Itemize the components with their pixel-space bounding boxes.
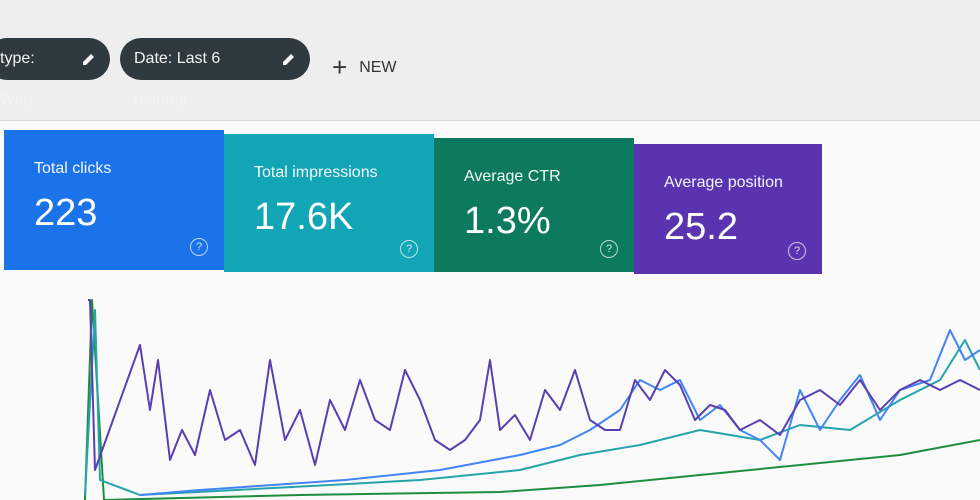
metric-label: Average position: [664, 174, 783, 191]
filter-chip[interactable]: type: Web: [0, 38, 110, 109]
metric-card[interactable]: Total clicks 223 ?: [4, 130, 224, 270]
metric-card[interactable]: Average CTR 1.3% ?: [434, 138, 634, 272]
trend-chart: [84, 299, 980, 500]
trend-line: [84, 309, 980, 496]
metric-value: 223: [34, 192, 98, 234]
filter-label: Date: Last 6 months: [134, 50, 221, 109]
metric-card[interactable]: Total impressions 17.6K ?: [224, 134, 434, 272]
metric-card[interactable]: Average position 25.2 ?: [634, 144, 822, 274]
help-icon[interactable]: ?: [600, 240, 618, 258]
metric-value: 1.3%: [464, 200, 551, 242]
new-button[interactable]: + NEW: [332, 52, 397, 82]
metric-label: Total impressions: [254, 164, 378, 181]
trend-line: [88, 299, 980, 471]
edit-icon: [83, 54, 94, 65]
help-icon[interactable]: ?: [190, 238, 208, 256]
metric-label: Total clicks: [34, 160, 112, 177]
help-icon[interactable]: ?: [788, 242, 806, 260]
trend-line: [84, 299, 980, 500]
filter-bar: type: Web Date: Last 6 months + NEW: [0, 0, 980, 121]
metric-value: 17.6K: [254, 196, 354, 238]
new-label: NEW: [359, 59, 397, 76]
filter-label: type: Web: [0, 50, 35, 109]
edit-icon: [283, 54, 294, 65]
metric-value: 25.2: [664, 206, 738, 248]
trend-line: [139, 329, 980, 496]
help-icon[interactable]: ?: [400, 240, 418, 258]
metric-label: Average CTR: [464, 168, 561, 185]
filter-chip[interactable]: Date: Last 6 months: [120, 38, 310, 109]
